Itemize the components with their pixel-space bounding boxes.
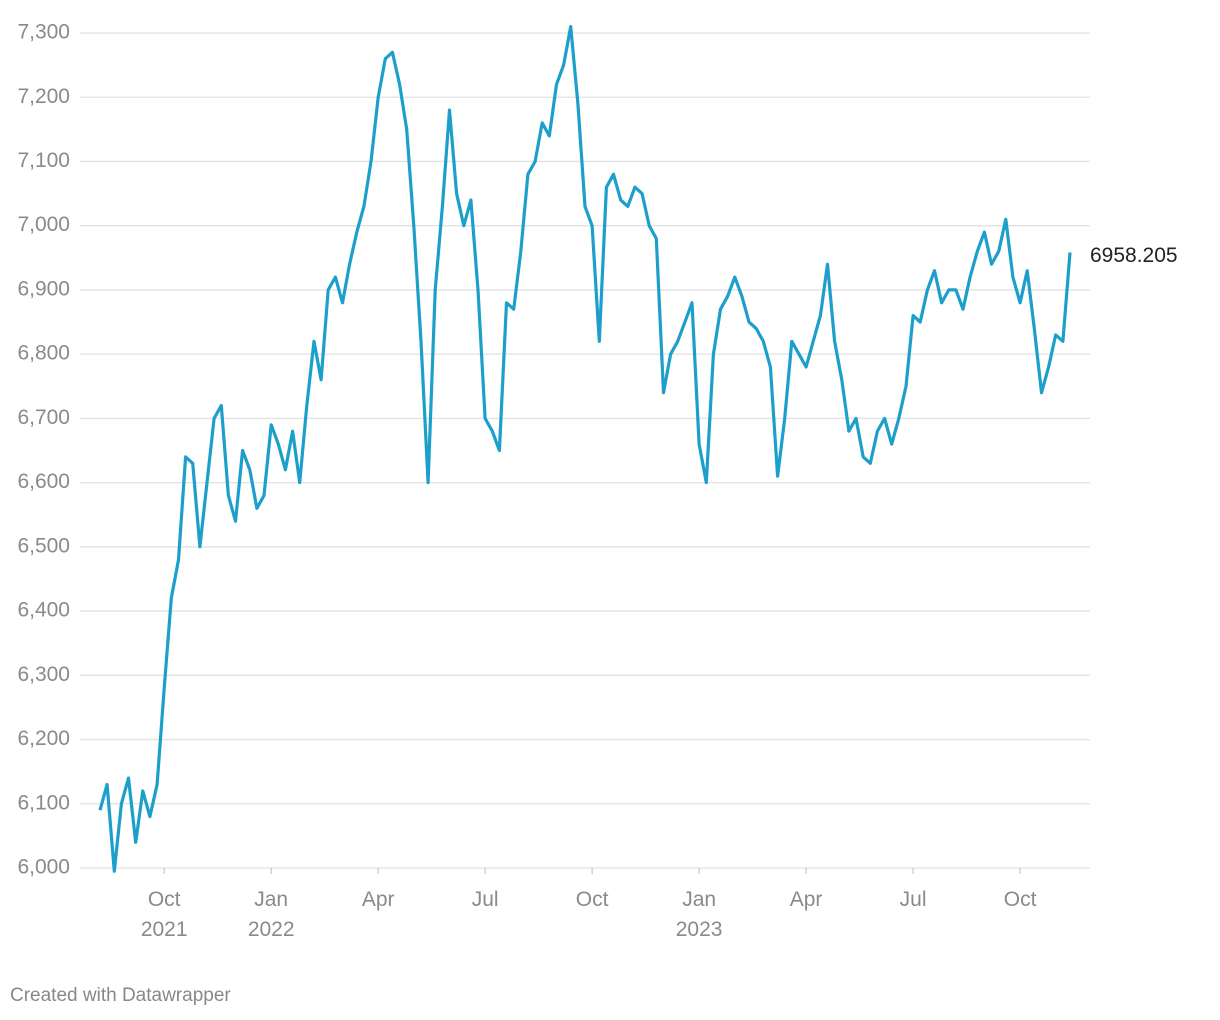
x-tick-label: Jan 2022 [248, 888, 295, 941]
x-tick-label: Jul [900, 888, 927, 911]
x-tick-label: Oct [1004, 888, 1037, 911]
y-tick-label: 6,400 [17, 599, 70, 622]
y-tick-label: 6,600 [17, 470, 70, 493]
y-tick-label: 6,200 [17, 727, 70, 750]
y-tick-label: 6,000 [17, 856, 70, 879]
credit: Created with Datawrapper [10, 985, 231, 1006]
y-tick-label: 7,100 [17, 149, 70, 172]
y-tick-label: 6,300 [17, 663, 70, 686]
y-tick-label: 7,200 [17, 85, 70, 108]
y-tick-label: 7,000 [17, 213, 70, 236]
x-tick-label: Apr [790, 888, 823, 911]
x-tick-label: Jan 2023 [676, 888, 723, 941]
end-label: 6958.205 [1090, 244, 1178, 267]
y-tick-label: 6,900 [17, 277, 70, 300]
line [98, 25, 1072, 873]
y-tick-label: 6,100 [17, 791, 70, 814]
y-tick-label: 6,500 [17, 534, 70, 557]
y-tick-label: 6,800 [17, 342, 70, 365]
y-tick-label: 6,700 [17, 406, 70, 429]
x-tick-label: Jul [472, 888, 499, 911]
x-tick-label: Oct 2021 [141, 888, 188, 941]
x-tick-label: Apr [362, 888, 395, 911]
x-tick-label: Oct [576, 888, 609, 911]
y-tick-label: 7,300 [17, 21, 70, 44]
